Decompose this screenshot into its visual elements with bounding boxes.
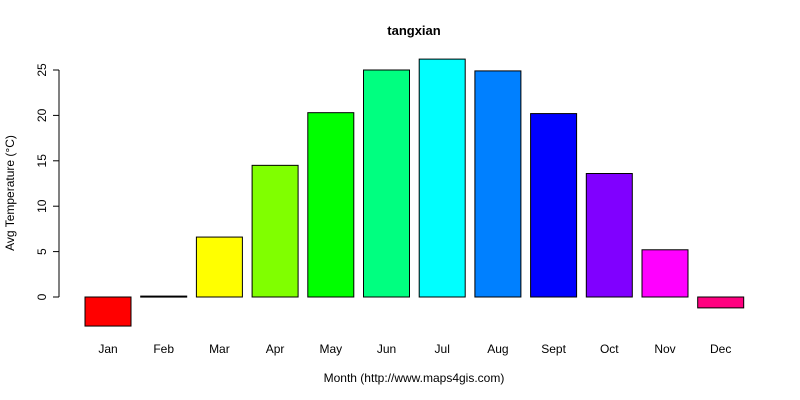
bar-jun [363, 69, 410, 298]
bar-mar [195, 236, 243, 298]
x-axis-label: Month (http://www.maps4gis.com) [324, 371, 505, 385]
chart-title: tangxian [387, 23, 441, 38]
x-tick-label: Feb [153, 342, 174, 356]
x-tick-label: Dec [710, 342, 731, 356]
bar-oct [585, 173, 633, 298]
x-tick-label: Jun [377, 342, 396, 356]
y-axis: 0 5 10 15 20 25 [35, 63, 60, 300]
bar-may [307, 112, 355, 298]
x-tick-label: Jan [98, 342, 117, 356]
x-tick-label: Sept [541, 342, 566, 356]
bar-sept [530, 113, 578, 298]
y-tick-label: 5 [35, 248, 49, 255]
x-tick-label: Mar [209, 342, 230, 356]
bar-nov [641, 249, 689, 298]
bar-feb [140, 295, 188, 298]
x-tick-label: Nov [654, 342, 675, 356]
x-tick-label: Oct [600, 342, 619, 356]
y-tick-label: 20 [35, 108, 49, 122]
x-tick-label: Jul [435, 342, 450, 356]
x-tick-label: Apr [266, 342, 285, 356]
y-tick-label: 15 [35, 154, 49, 168]
x-tick-labels: Jan Feb Mar Apr May Jun Jul Aug Sept Oct Nov Dec [98, 342, 731, 356]
bars [84, 58, 745, 327]
bar-jul [418, 58, 466, 298]
bar-dec [697, 296, 745, 309]
y-axis-label: Avg Temperature (°C) [3, 135, 17, 251]
y-tick-label: 10 [35, 199, 49, 213]
y-tick-label: 25 [35, 63, 49, 77]
bar-apr [251, 164, 299, 298]
y-tick-label: 0 [35, 293, 49, 300]
bar-jan [84, 296, 132, 327]
x-tick-label: May [319, 342, 342, 356]
bar-aug [474, 70, 522, 298]
x-tick-label: Aug [487, 342, 508, 356]
